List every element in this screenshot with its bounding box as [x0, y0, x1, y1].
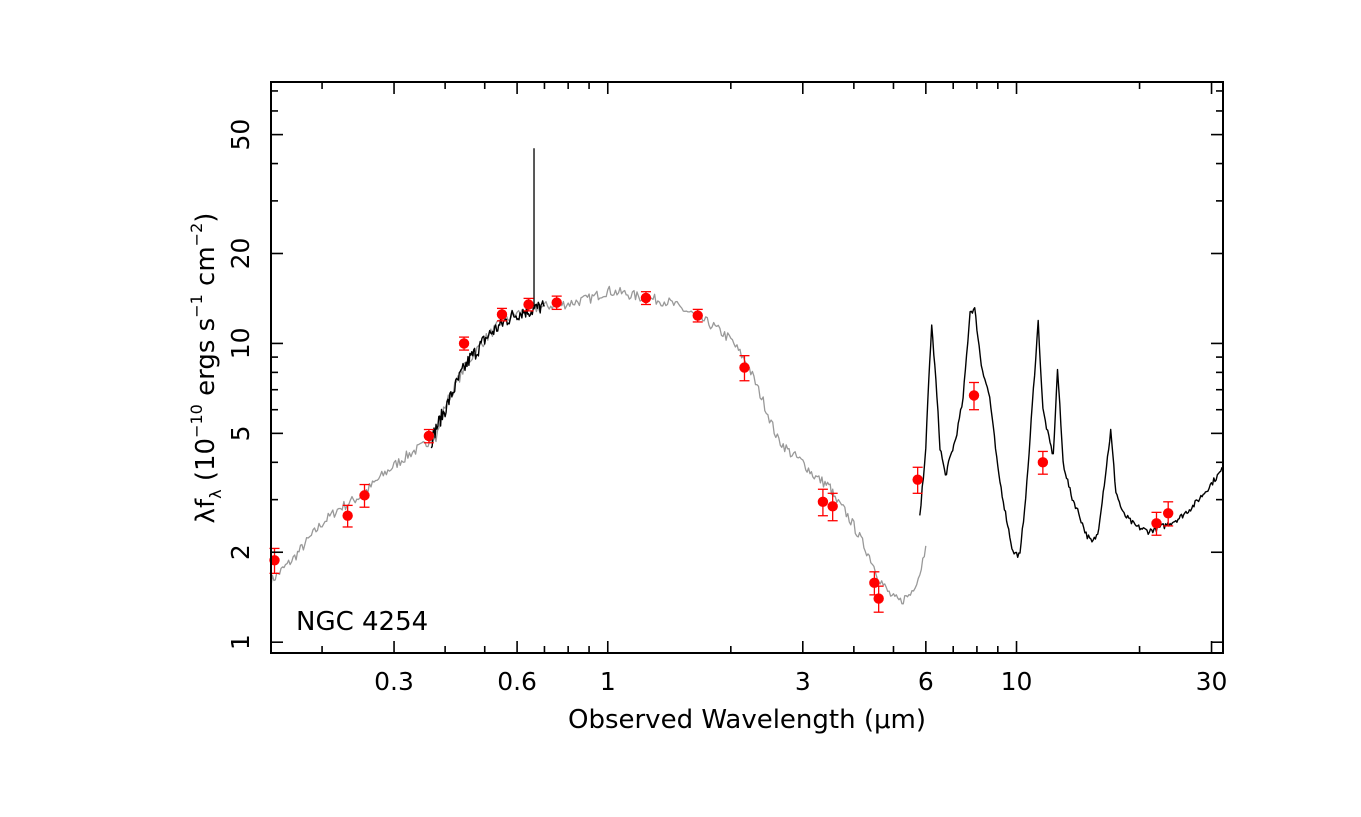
model-curve	[270, 285, 927, 605]
y-tick-label: 20	[226, 238, 255, 270]
photometry-point	[692, 310, 703, 321]
photometry-point	[342, 510, 353, 521]
photometry-layer	[269, 291, 1174, 613]
photometry-point	[458, 338, 470, 349]
photometry-point	[1037, 457, 1049, 468]
y-label-exp1: −10	[187, 404, 206, 438]
photometry-point	[1151, 518, 1162, 529]
photometry-point	[640, 292, 652, 304]
x-tick-label: 0.6	[497, 667, 537, 696]
y-label-sub: λ	[206, 489, 225, 498]
photometry-point	[739, 362, 750, 373]
model-layer	[270, 285, 927, 605]
y-tick-label: 2	[226, 544, 255, 560]
x-axis-label: Observed Wavelength (μm)	[568, 705, 926, 735]
x-tick-label: 30	[1196, 667, 1228, 696]
x-tick-label: 3	[795, 667, 811, 696]
ticks-layer: 0.3 0.6 1 3 6 10 30 1 2 5 10 20 50	[226, 82, 1227, 696]
y-label-prefix: λf	[191, 498, 221, 523]
y-axis-label: λfλ (10−10 ergs s−1 cm−2)	[187, 213, 225, 524]
spectrum-layer	[430, 148, 1224, 558]
y-label-exp2: −1	[187, 294, 206, 318]
mid-ir-spectrum	[919, 307, 1224, 558]
plot-frame	[270, 81, 1224, 654]
y-tick-label: 1	[226, 634, 255, 650]
photometry-point	[551, 297, 562, 308]
y-tick-label: 50	[226, 119, 255, 151]
x-tick-label: 10	[1001, 667, 1033, 696]
y-label-exp3: −2	[187, 223, 206, 247]
photometry-point	[912, 474, 923, 485]
y-label-open: (10	[191, 438, 221, 490]
photometry-point	[817, 496, 829, 508]
photometry-point	[423, 430, 435, 442]
y-label-close: )	[191, 213, 221, 223]
photometry-point	[869, 577, 880, 589]
optical-spectrum	[430, 300, 546, 449]
x-tick-label: 6	[918, 667, 934, 696]
galaxy-annotation: NGC 4254	[296, 607, 428, 637]
photometry-point	[523, 299, 534, 310]
photometry-point	[827, 501, 838, 512]
y-tick-label: 5	[226, 425, 255, 441]
y-tick-label: 10	[226, 327, 255, 359]
photometry-point	[873, 593, 884, 604]
photometry-point	[968, 390, 980, 401]
photometry-point	[496, 309, 508, 320]
photometry-point	[1162, 508, 1174, 519]
x-tick-label: 0.3	[374, 667, 414, 696]
y-label-mid2: cm	[191, 246, 221, 294]
y-label-mid: ergs s	[191, 318, 221, 404]
x-tick-label: 1	[600, 667, 616, 696]
photometry-point	[359, 490, 370, 501]
